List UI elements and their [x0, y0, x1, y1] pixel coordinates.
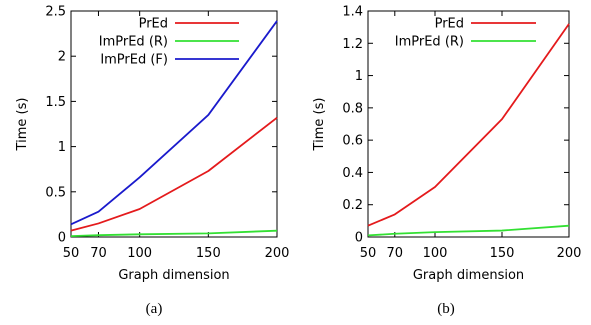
series-line-3	[70, 20, 278, 226]
x-axis-title: Graph dimension	[118, 268, 229, 283]
y-tick-label: 0.2	[342, 198, 363, 213]
x-tick-label: 50	[63, 246, 80, 261]
panel-caption: (a)	[146, 301, 163, 317]
x-tick-label: 150	[196, 246, 221, 261]
x-tick-label: 200	[265, 246, 290, 261]
plot-frame	[70, 10, 278, 238]
y-tick-label: 0	[355, 231, 363, 246]
y-tick-label: 2.5	[45, 5, 66, 20]
series-line-2	[70, 229, 278, 237]
series-line-1	[70, 116, 278, 232]
x-tick-label: 70	[90, 246, 107, 261]
plot-frame	[367, 10, 570, 238]
y-tick-label: 1.2	[342, 37, 363, 52]
chart-panel-2: 0 0.2 0.4 0.6 0.8 1 1.2 1.4 50 70 100 150 200 Graph d…	[312, 5, 581, 318]
legend-label: ImPrEd (R)	[99, 35, 168, 50]
series-line-1	[367, 23, 570, 227]
y-tick-label: 1.4	[342, 5, 363, 20]
legend-label: ImPrEd (R)	[395, 35, 464, 50]
x-tick-label: 100	[423, 246, 448, 261]
y-axis-title: Time (s)	[15, 98, 30, 152]
y-tick-label: 0	[58, 231, 66, 246]
series-line-2	[367, 224, 570, 237]
y-axis-title: Time (s)	[312, 98, 327, 152]
legend-label: PrEd	[435, 17, 464, 32]
x-tick-label: 70	[387, 246, 404, 261]
legend-label: ImPrEd (F)	[100, 53, 168, 68]
y-tick-label: 0.4	[342, 166, 363, 181]
y-tick-label: 0.5	[45, 185, 66, 200]
y-tick-label: 0.6	[342, 134, 363, 149]
panel-caption: (b)	[437, 301, 455, 317]
y-tick-label: 0.8	[342, 101, 363, 116]
legend-label: PrEd	[139, 17, 168, 32]
y-tick-label: 2	[58, 50, 66, 65]
x-tick-label: 100	[127, 246, 152, 261]
x-tick-label: 50	[360, 246, 377, 261]
x-tick-label: 200	[557, 246, 582, 261]
chart-panel-1: 0 0.5 1 1.5 2 2.5 50 70 100 150 200 Graph dimension…	[15, 5, 289, 318]
y-tick-label: 1	[355, 69, 363, 84]
y-tick-label: 1.5	[45, 95, 66, 110]
y-tick-label: 1	[58, 140, 66, 155]
x-axis-title: Graph dimension	[413, 268, 524, 283]
x-tick-label: 150	[490, 246, 515, 261]
